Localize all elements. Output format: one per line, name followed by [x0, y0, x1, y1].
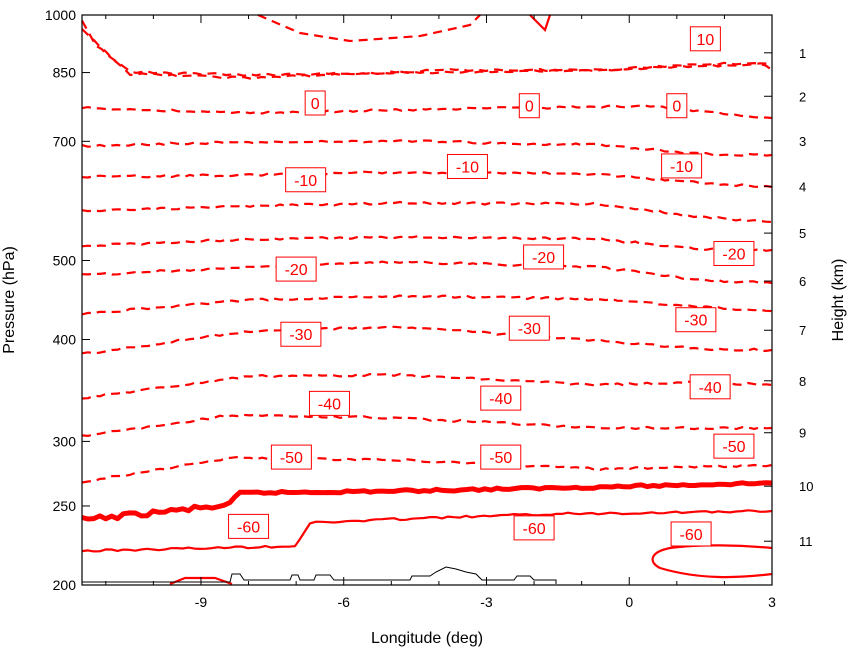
- contour-line--10: [81, 413, 773, 437]
- y-tick-label: 700: [53, 133, 77, 149]
- y2-tick-label: 2: [799, 89, 806, 104]
- contour-label: -40: [489, 391, 512, 408]
- y2-tick-label: 3: [799, 134, 806, 149]
- contour-label-box: [446, 153, 488, 179]
- contour-label: -10: [456, 159, 479, 176]
- contour-label: -20: [722, 246, 745, 263]
- y2-tick-label: 8: [799, 374, 806, 389]
- contour-label: 0: [311, 96, 320, 113]
- contour-label: -50: [489, 450, 512, 467]
- contour-line--65-top: [257, 13, 481, 43]
- contour-label-box: [275, 256, 317, 282]
- y2-tick-label: 7: [799, 323, 806, 338]
- contour-label-box: [689, 26, 721, 52]
- contour-label-box: [228, 513, 270, 539]
- contour-label-box: [270, 444, 312, 470]
- contour-line--65: [81, 28, 773, 80]
- y-axis-label: Pressure (hPa): [1, 246, 18, 354]
- contour-lines: [81, 13, 773, 586]
- contour-label-box: [513, 515, 555, 541]
- y-tick-label: 850: [53, 65, 77, 81]
- contour-line--50: [81, 139, 773, 157]
- contour-label-box: [480, 385, 522, 411]
- contour-label: 0: [525, 99, 534, 116]
- contour-label: -10: [294, 173, 317, 190]
- contour-label-box: [670, 521, 712, 547]
- contour-label-box: [713, 240, 755, 266]
- contour-line--15: [81, 372, 773, 400]
- x-axis-label: Longitude (deg): [371, 630, 483, 647]
- contour-line-surface: [169, 576, 233, 586]
- contour-label: -10: [670, 159, 693, 176]
- y2-tick-label: 6: [799, 274, 806, 289]
- contour-line-5: [81, 509, 773, 553]
- contour-line-0: [81, 480, 773, 522]
- contour-line--55: [81, 104, 773, 120]
- contour-line--20: [81, 325, 773, 355]
- terrain-line: [82, 566, 557, 584]
- contour-label: -40: [699, 380, 722, 397]
- contour-line--5: [81, 455, 773, 484]
- contour-label: 10: [696, 32, 714, 49]
- contour-label-box: [304, 90, 326, 116]
- y2-tick-label: 11: [799, 534, 813, 549]
- x-tick-label: 0: [625, 594, 633, 610]
- contour-label-box: [280, 321, 322, 347]
- contour-line--60: [81, 20, 773, 77]
- contour-line--45: [81, 170, 773, 189]
- y2-tick-label: 9: [799, 426, 806, 441]
- contour-label: -60: [523, 521, 546, 538]
- contour-label: -40: [318, 396, 341, 413]
- plot-frame: [81, 14, 773, 586]
- contour-line-top-right: [529, 14, 552, 33]
- x-tick-label: -9: [195, 594, 208, 610]
- contour-label: -50: [280, 450, 303, 467]
- contour-label: -60: [237, 519, 260, 536]
- terrain-outline: [82, 566, 557, 584]
- y2-axis-label: Height (km): [830, 259, 847, 342]
- contour-label-box: [523, 244, 565, 270]
- contour-labels: 10 0 0 0 -10 -10 -10 -20 -20 -20 -30 -30 -30 -40 -40 -4…: [228, 26, 755, 547]
- contour-label: -30: [289, 327, 312, 344]
- y-tick-label: 200: [53, 577, 77, 593]
- axes: -9 -6 -3 0 310008507005004003002502001234567…: [45, 7, 814, 610]
- contour-label-box: [480, 444, 522, 470]
- contour-label: -50: [722, 439, 745, 456]
- contour-label: -30: [684, 313, 707, 330]
- y2-tick-label: 5: [799, 226, 806, 241]
- contour-label-box: [689, 374, 731, 400]
- y-tick-label: 300: [53, 433, 77, 449]
- y2-tick-label: 10: [799, 479, 813, 494]
- contour-line--35: [81, 235, 773, 252]
- y-tick-label: 500: [53, 252, 77, 268]
- y-tick-label: 1000: [45, 7, 76, 23]
- contour-label-box: [713, 433, 755, 459]
- contour-label: -60: [680, 527, 703, 544]
- contour-label: -30: [518, 321, 541, 338]
- contour-line-10: [651, 544, 773, 579]
- y-tick-label: 400: [53, 332, 77, 348]
- x-tick-label: -3: [480, 594, 493, 610]
- y2-tick-label: 1: [799, 46, 806, 61]
- contour-label: -20: [285, 262, 308, 279]
- contour-label-box: [308, 390, 350, 416]
- contour-label-box: [518, 93, 540, 119]
- contour-line--25: [81, 294, 773, 316]
- x-tick-label: -6: [337, 594, 350, 610]
- contour-label-box: [675, 307, 717, 333]
- contour-label-box: [508, 315, 550, 341]
- x-tick-label: 3: [768, 594, 776, 610]
- contour-label-box: [661, 153, 703, 179]
- contour-line--30: [81, 260, 773, 285]
- contour-label-box: [285, 167, 327, 193]
- contour-label-box: [666, 93, 688, 119]
- contour-line--40: [81, 200, 773, 224]
- contour-label: -20: [532, 250, 555, 267]
- y2-tick-label: 4: [799, 179, 806, 194]
- y-tick-label: 250: [53, 498, 77, 514]
- contour-label: 0: [672, 99, 681, 116]
